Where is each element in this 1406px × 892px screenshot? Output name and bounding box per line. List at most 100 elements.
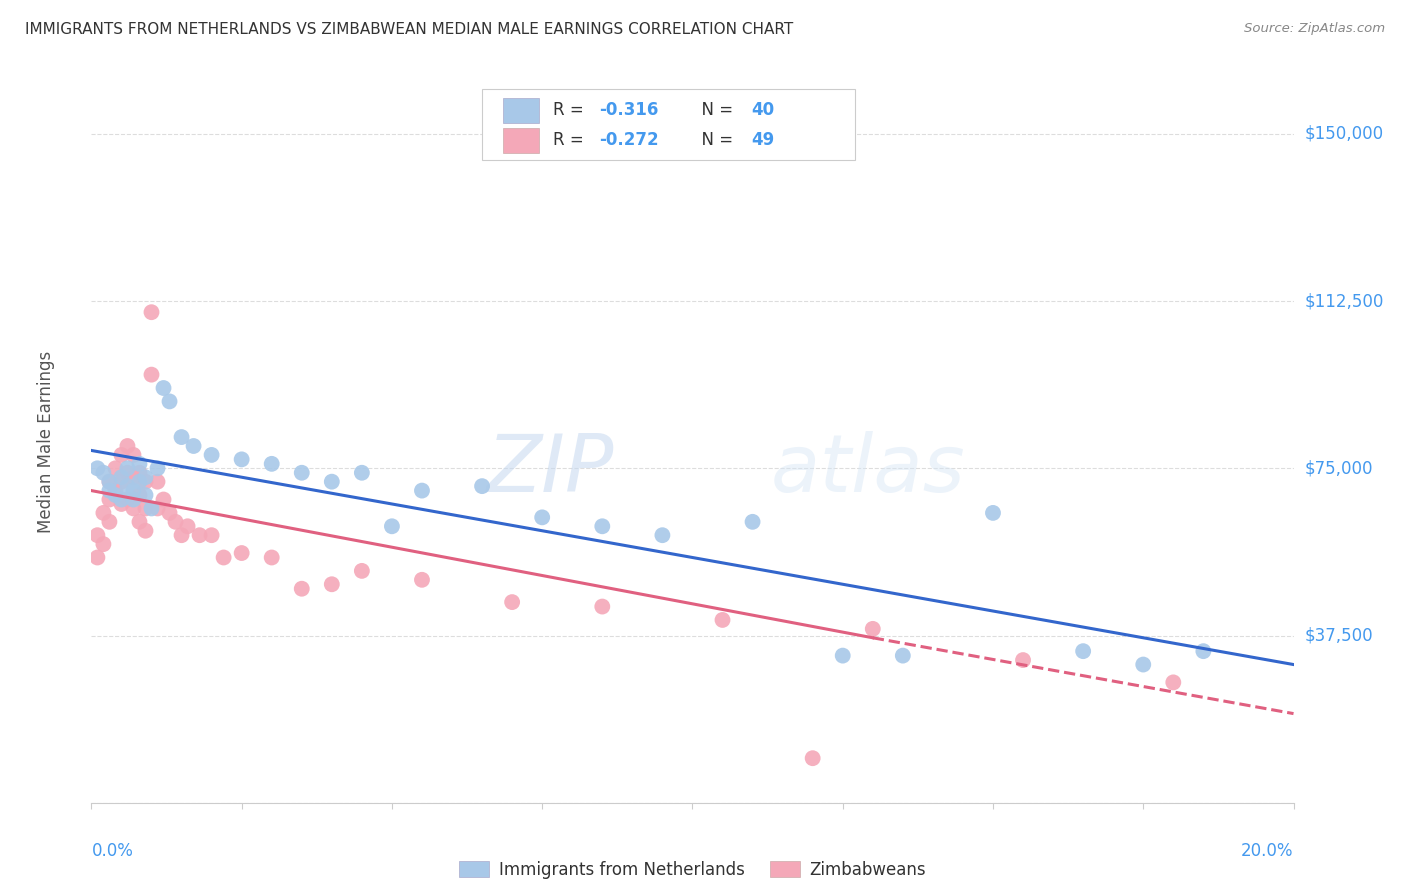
Point bbox=[862, 622, 884, 636]
Point bbox=[321, 577, 343, 591]
Point bbox=[86, 528, 108, 542]
Point bbox=[321, 475, 343, 489]
Point bbox=[98, 483, 121, 498]
Point bbox=[141, 305, 163, 319]
Point bbox=[146, 475, 169, 489]
Point bbox=[134, 524, 156, 538]
Point bbox=[350, 466, 373, 480]
Point bbox=[176, 519, 198, 533]
Point bbox=[159, 394, 181, 409]
Point bbox=[122, 483, 145, 498]
Point bbox=[471, 479, 494, 493]
Text: IMMIGRANTS FROM NETHERLANDS VS ZIMBABWEAN MEDIAN MALE EARNINGS CORRELATION CHART: IMMIGRANTS FROM NETHERLANDS VS ZIMBABWEA… bbox=[25, 22, 793, 37]
Point bbox=[86, 550, 108, 565]
Point bbox=[128, 515, 150, 529]
Point bbox=[201, 448, 224, 462]
Point bbox=[117, 492, 139, 507]
Point bbox=[831, 648, 853, 663]
Point bbox=[1192, 644, 1215, 658]
Point bbox=[128, 457, 150, 471]
Point bbox=[104, 461, 127, 475]
Point bbox=[1161, 675, 1184, 690]
Point bbox=[141, 368, 163, 382]
Point bbox=[128, 488, 150, 502]
Point bbox=[104, 483, 127, 498]
Point bbox=[501, 595, 523, 609]
Point bbox=[591, 599, 613, 614]
Point bbox=[122, 448, 145, 462]
Point bbox=[165, 515, 187, 529]
Point bbox=[134, 470, 156, 484]
Text: R =: R = bbox=[553, 102, 589, 120]
Point bbox=[117, 439, 139, 453]
Text: 40: 40 bbox=[751, 102, 775, 120]
Point bbox=[188, 528, 211, 542]
Text: 0.0%: 0.0% bbox=[91, 842, 134, 860]
Point bbox=[128, 475, 150, 489]
Point bbox=[122, 470, 145, 484]
Point bbox=[110, 475, 132, 489]
Point bbox=[231, 452, 253, 467]
Text: Median Male Earnings: Median Male Earnings bbox=[37, 351, 55, 533]
Point bbox=[291, 582, 314, 596]
Point bbox=[134, 475, 156, 489]
Text: N =: N = bbox=[692, 131, 738, 149]
Point bbox=[170, 528, 193, 542]
Point bbox=[1132, 657, 1154, 672]
Point bbox=[98, 475, 121, 489]
Point bbox=[117, 461, 139, 475]
Point bbox=[260, 457, 283, 471]
Point bbox=[159, 506, 181, 520]
Point bbox=[146, 501, 169, 516]
Point bbox=[411, 483, 433, 498]
Point bbox=[152, 381, 174, 395]
Text: Source: ZipAtlas.com: Source: ZipAtlas.com bbox=[1244, 22, 1385, 36]
Point bbox=[110, 470, 132, 484]
Text: $75,000: $75,000 bbox=[1305, 459, 1374, 477]
Point bbox=[122, 492, 145, 507]
Point bbox=[134, 488, 156, 502]
Point bbox=[741, 515, 763, 529]
Point bbox=[170, 430, 193, 444]
Point bbox=[110, 497, 132, 511]
Point bbox=[1071, 644, 1094, 658]
Text: $112,500: $112,500 bbox=[1305, 292, 1384, 310]
Point bbox=[231, 546, 253, 560]
Point bbox=[260, 550, 283, 565]
FancyBboxPatch shape bbox=[502, 98, 538, 122]
Point bbox=[891, 648, 914, 663]
Point bbox=[152, 492, 174, 507]
Point bbox=[201, 528, 224, 542]
Point bbox=[93, 537, 115, 551]
Point bbox=[350, 564, 373, 578]
Point bbox=[212, 550, 235, 565]
Point bbox=[93, 506, 115, 520]
Text: 20.0%: 20.0% bbox=[1241, 842, 1294, 860]
Text: N =: N = bbox=[692, 102, 738, 120]
Text: $37,500: $37,500 bbox=[1305, 626, 1374, 645]
Point bbox=[1012, 653, 1035, 667]
Point bbox=[98, 475, 121, 489]
Point bbox=[128, 466, 150, 480]
Point bbox=[411, 573, 433, 587]
Text: R =: R = bbox=[553, 131, 589, 149]
Point bbox=[134, 501, 156, 516]
Point bbox=[531, 510, 554, 524]
Text: ZIP: ZIP bbox=[486, 432, 614, 509]
Point bbox=[104, 488, 127, 502]
Point bbox=[117, 466, 139, 480]
Point bbox=[711, 613, 734, 627]
Text: atlas: atlas bbox=[770, 432, 966, 509]
Point bbox=[141, 501, 163, 516]
Point bbox=[381, 519, 404, 533]
Point bbox=[981, 506, 1004, 520]
Point bbox=[110, 492, 132, 507]
Text: $150,000: $150,000 bbox=[1305, 125, 1384, 143]
Point bbox=[93, 466, 115, 480]
Point bbox=[183, 439, 205, 453]
Point bbox=[146, 461, 169, 475]
Point bbox=[122, 501, 145, 516]
Point bbox=[98, 492, 121, 507]
Point bbox=[117, 479, 139, 493]
FancyBboxPatch shape bbox=[502, 128, 538, 153]
